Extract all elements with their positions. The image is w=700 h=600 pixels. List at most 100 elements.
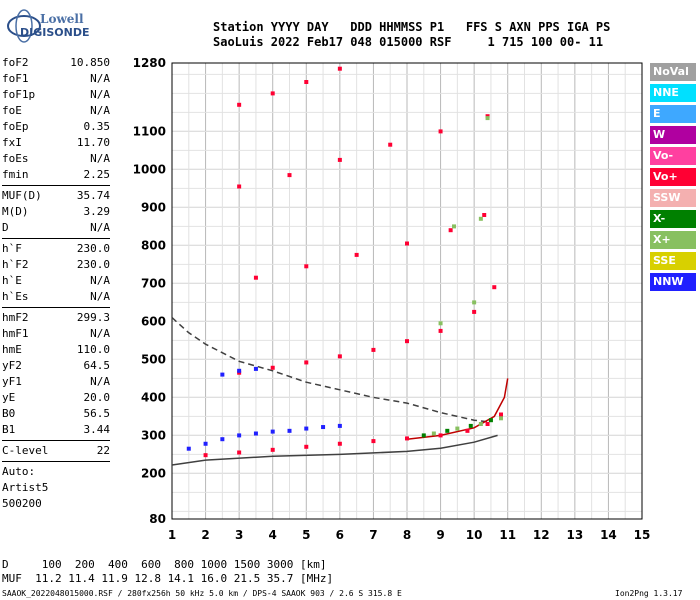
header-labels: Station YYYY DAY DDD HHMMSS P1 FFS S AXN… — [213, 20, 611, 34]
data-point — [499, 412, 503, 417]
data-point — [270, 429, 275, 434]
param-name: hmE — [2, 343, 22, 356]
data-point — [237, 450, 242, 455]
data-point — [405, 339, 409, 344]
params-group-4: hmF2 299.3 hmF1 N/A hmE 110.0 yF2 64.5 yF1 N/A yE 2… — [2, 310, 110, 438]
param-row: foF1p N/A — [2, 87, 110, 103]
param-name: hmF1 — [2, 327, 29, 340]
data-point — [405, 241, 409, 246]
param-name: hmF2 — [2, 311, 29, 324]
param-name: foF1p — [2, 88, 36, 101]
x-tick-label: 14 — [600, 528, 617, 542]
data-point — [220, 372, 225, 377]
profile-curve — [171, 317, 491, 423]
data-point — [337, 157, 342, 162]
params-group-3: h`F 230.0 h`F2 230.0 h`E N/A h`Es N/A — [2, 241, 110, 305]
legend-item: W — [650, 126, 696, 144]
param-row: foEs N/A — [2, 151, 110, 167]
param-name: h`F — [2, 242, 22, 255]
data-point — [287, 428, 292, 433]
data-point — [203, 441, 208, 446]
param-value: 299.3 — [76, 311, 110, 324]
data-point — [203, 453, 208, 458]
data-point — [270, 91, 275, 96]
data-point — [237, 184, 242, 189]
parameters-panel: foF2 10.850 foF1 N/A foF1p N/A foE N/A foEp 0.35 f… — [2, 55, 110, 512]
data-point — [499, 416, 503, 421]
profile-curve — [406, 378, 509, 440]
param-name: foEs — [2, 152, 29, 165]
muf-row: MUF 11.2 11.4 11.9 12.8 14.1 16.0 21.5 3… — [2, 572, 334, 585]
param-row: MUF(D) 35.74 — [2, 188, 110, 204]
param-name: fmin — [2, 168, 29, 181]
param-name: yF1 — [2, 375, 22, 388]
footer-version: Ion2Png 1.3.17 — [615, 589, 683, 598]
separator — [2, 185, 110, 186]
param-value: 64.5 — [83, 359, 111, 372]
y-tick-label: 80 — [149, 512, 166, 526]
separator — [2, 238, 110, 239]
separator — [2, 461, 110, 462]
param-row: yF2 64.5 — [2, 358, 110, 374]
logo-text-top: Lowell — [40, 12, 84, 26]
param-name: foEp — [2, 120, 29, 133]
separator — [2, 440, 110, 441]
y-tick-label: 300 — [141, 428, 166, 442]
legend-item: SSE — [650, 252, 696, 270]
artist-version: 500200 — [2, 497, 42, 510]
data-point — [371, 347, 376, 352]
data-point — [270, 365, 275, 370]
param-value: 22 — [96, 444, 110, 457]
param-value: 10.850 — [70, 56, 110, 69]
param-row: h`F2 230.0 — [2, 257, 110, 273]
x-tick-label: 1 — [168, 528, 176, 542]
param-value: 35.74 — [76, 189, 110, 202]
data-point — [455, 426, 460, 431]
param-value: 3.29 — [83, 205, 111, 218]
param-row: h`E N/A — [2, 273, 110, 289]
y-tick-label: 1000 — [133, 162, 166, 176]
data-point — [438, 433, 443, 438]
param-name: h`E — [2, 274, 22, 287]
data-point — [186, 446, 191, 451]
param-row: C-level 22 — [2, 443, 110, 459]
data-point — [482, 213, 487, 217]
data-point — [438, 129, 443, 134]
legend-item: X- — [650, 210, 696, 228]
x-tick-label: 3 — [235, 528, 243, 542]
x-tick-label: 15 — [634, 528, 651, 542]
param-row: h`F 230.0 — [2, 241, 110, 257]
param-name: yF2 — [2, 359, 22, 372]
artist-name: Artist5 — [2, 481, 49, 494]
data-point — [237, 433, 242, 438]
data-point — [438, 328, 443, 333]
x-tick-label: 13 — [567, 528, 584, 542]
param-value: N/A — [90, 290, 110, 303]
lowell-digisonde-logo: Lowell DIGISONDE — [2, 4, 112, 46]
param-row: yF1 N/A — [2, 374, 110, 390]
param-name: D — [2, 221, 9, 234]
data-point — [304, 80, 309, 84]
data-point — [237, 368, 242, 373]
param-row: foE N/A — [2, 103, 110, 119]
legend-item: NoVal — [650, 63, 696, 81]
param-value: 56.5 — [83, 407, 111, 420]
param-value: N/A — [90, 327, 110, 340]
param-value: 0.35 — [83, 120, 111, 133]
param-row: hmF1 N/A — [2, 326, 110, 342]
data-point — [337, 423, 342, 428]
data-point — [452, 224, 456, 229]
param-name: h`Es — [2, 290, 29, 303]
data-point — [488, 418, 493, 423]
plot-frame — [171, 62, 643, 520]
param-value: 230.0 — [76, 242, 110, 255]
param-row: foF1 N/A — [2, 71, 110, 87]
data-point — [472, 300, 477, 305]
y-tick-label: 600 — [141, 314, 166, 328]
footer-file-info: SAAOK_2022048015000.RSF / 280fx256h 50 k… — [2, 589, 402, 598]
y-tick-label: 800 — [141, 238, 166, 252]
param-row: D N/A — [2, 220, 110, 236]
y-tick-label: 200 — [141, 466, 166, 480]
data-point — [220, 437, 225, 442]
